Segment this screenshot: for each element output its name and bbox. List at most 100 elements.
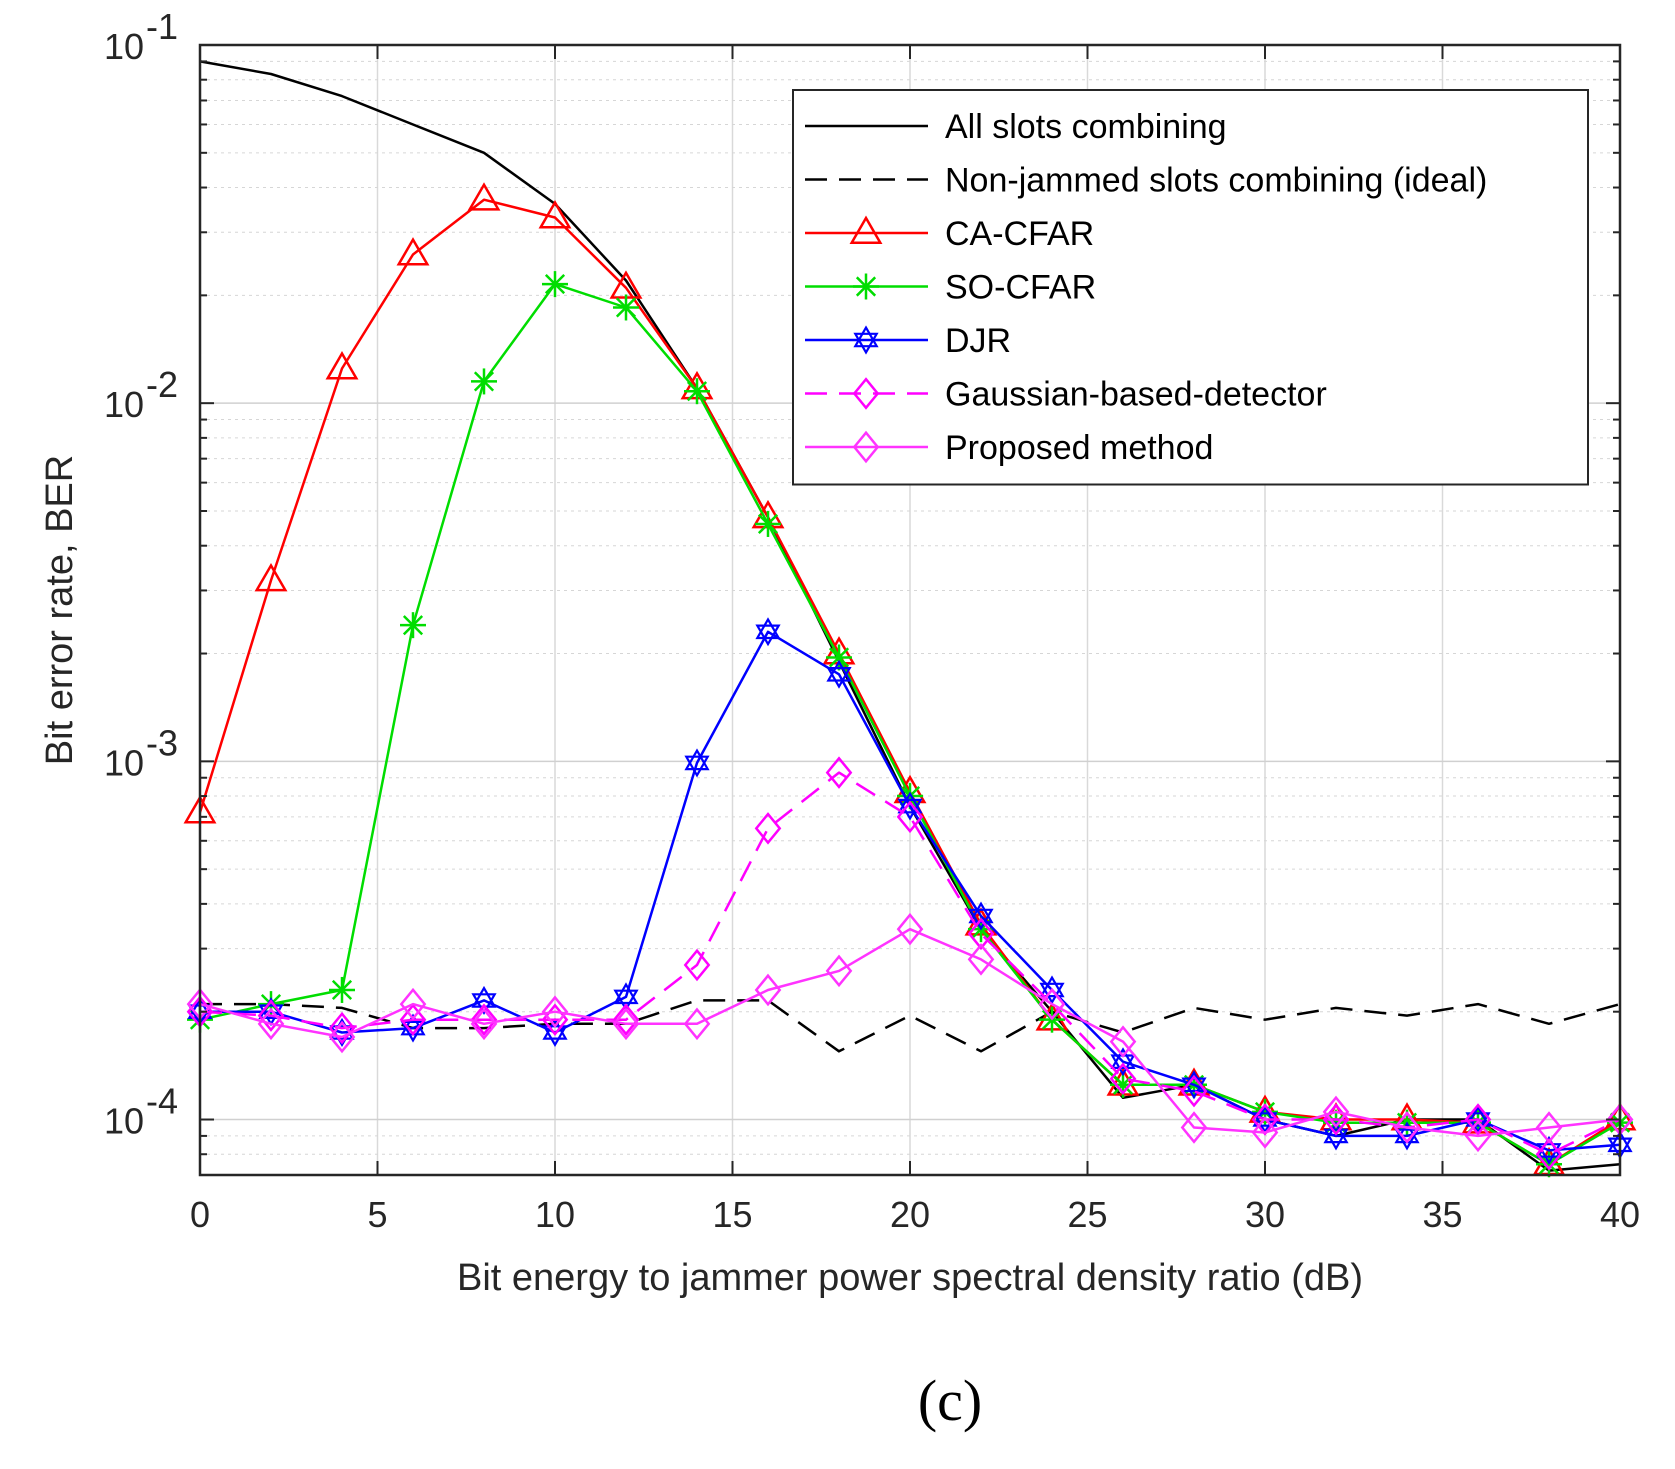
- diamond-marker: [612, 1003, 640, 1036]
- diamond-marker: [1180, 1074, 1208, 1108]
- diamond-marker: [852, 430, 880, 464]
- triangle-marker: [849, 215, 883, 244]
- diamond-marker: [328, 1020, 356, 1054]
- x-axis-label: Bit energy to jammer power spectral dens…: [457, 1257, 1363, 1299]
- hexagram-marker: [853, 325, 879, 355]
- legend-entry: Gaussian-based-detector: [805, 376, 1327, 414]
- diamond-marker: [683, 1007, 711, 1041]
- y-tick-base: 10: [104, 26, 144, 67]
- series-line: [199, 771, 1621, 1156]
- asterisk-marker: [400, 612, 426, 639]
- diamond-marker: [1464, 1103, 1492, 1136]
- y-tick-exponent: -2: [146, 364, 178, 405]
- diamond-marker: [825, 756, 853, 789]
- diamond-marker: [399, 1003, 427, 1036]
- x-tick-label: 20: [890, 1194, 930, 1235]
- diamond-marker: [754, 812, 782, 845]
- diamond-marker: [1464, 1119, 1492, 1153]
- hexagram-marker: [1323, 1121, 1349, 1151]
- diamond-marker: [257, 1007, 285, 1041]
- diamond-marker: [1322, 1095, 1350, 1129]
- diamond-marker: [399, 987, 427, 1021]
- diamond-marker: [1038, 987, 1066, 1021]
- diamond-marker: [1535, 1111, 1563, 1144]
- y-tick-base: 10: [104, 742, 144, 783]
- diamond-marker: [825, 954, 853, 988]
- hexagram-marker: [826, 659, 852, 689]
- asterisk-marker: [853, 273, 879, 300]
- triangle-marker: [325, 351, 359, 380]
- y-tick-exponent: -3: [146, 722, 178, 763]
- y-tick-exponent: -4: [146, 1081, 178, 1122]
- diamond-marker: [852, 377, 880, 410]
- asterisk-marker: [613, 294, 639, 321]
- asterisk-marker: [684, 378, 710, 405]
- diamond-marker: [896, 912, 924, 946]
- legend-entry: SO-CFAR: [805, 269, 1096, 307]
- series-proposed-method: [186, 912, 1634, 1153]
- series-line: [200, 999, 1621, 1053]
- figure-caption: (c): [918, 1368, 982, 1433]
- legend-entry: Proposed method: [805, 429, 1213, 467]
- diamond-marker: [896, 800, 924, 834]
- legend-label: Non-jammed slots combining (ideal): [945, 162, 1487, 200]
- legend-label: Gaussian-based-detector: [945, 376, 1327, 414]
- diamond-marker: [470, 1003, 498, 1036]
- diamond-marker: [1109, 1062, 1137, 1095]
- hexagram-marker: [755, 617, 781, 647]
- x-tick-label: 35: [1422, 1194, 1462, 1235]
- asterisk-marker: [329, 976, 355, 1003]
- y-tick-label: 10 -1: [104, 6, 178, 67]
- x-tick-label: 10: [535, 1194, 575, 1235]
- hexagram-marker: [1039, 975, 1065, 1005]
- x-tick-label: 0: [190, 1194, 210, 1235]
- diamond-marker: [612, 1007, 640, 1041]
- series-line: [199, 927, 1621, 1138]
- legend-label: Proposed method: [945, 429, 1213, 467]
- triangle-marker: [538, 200, 572, 229]
- y-tick-base: 10: [104, 1101, 144, 1142]
- y-tick-base: 10: [104, 384, 144, 425]
- asterisk-marker: [542, 271, 568, 298]
- y-tick-labels: 10-410-310-210-1: [104, 6, 178, 1142]
- x-tick-label: 5: [367, 1194, 387, 1235]
- legend-entry: Non-jammed slots combining (ideal): [805, 162, 1487, 200]
- triangle-marker: [467, 182, 501, 211]
- legend-entry: CA-CFAR: [805, 215, 1094, 253]
- diamond-marker: [328, 1011, 356, 1045]
- y-tick-label: 10 -4: [104, 1081, 178, 1142]
- diamond-marker: [1393, 1111, 1421, 1144]
- hexagram-marker: [1465, 1105, 1491, 1135]
- diamond-marker: [1251, 1116, 1279, 1149]
- hexagram-marker: [968, 901, 994, 931]
- asterisk-marker: [755, 510, 781, 537]
- triangle-marker: [396, 237, 430, 266]
- legend: All slots combining Non-jammed slots comb…: [792, 89, 1589, 486]
- diamond-marker: [257, 999, 285, 1032]
- y-tick-exponent: -1: [146, 6, 178, 47]
- hexagram-marker: [613, 982, 639, 1012]
- x-tick-label: 25: [1067, 1194, 1107, 1235]
- legend-label: All slots combining: [945, 108, 1227, 146]
- diamond-marker: [683, 948, 711, 982]
- legend-entry: DJR: [805, 322, 1011, 360]
- x-tick-label: 40: [1600, 1194, 1640, 1235]
- legend-entry: All slots combining: [805, 108, 1227, 146]
- diamond-marker: [967, 943, 995, 976]
- legend-label: SO-CFAR: [945, 269, 1096, 307]
- diamond-marker: [1180, 1111, 1208, 1144]
- x-tick-labels: 0 5 10 15 20 25 30 35 40: [190, 1194, 1640, 1235]
- asterisk-marker: [471, 368, 497, 395]
- triangle-marker: [254, 562, 288, 592]
- asterisk-marker: [826, 644, 852, 671]
- axis-ticks: [199, 45, 1621, 1176]
- legend-label: CA-CFAR: [945, 215, 1094, 253]
- y-tick-label: 10 -3: [104, 722, 178, 783]
- diamond-marker: [1251, 1103, 1279, 1136]
- diamond-marker: [470, 1007, 498, 1041]
- x-tick-label: 15: [712, 1194, 752, 1235]
- diamond-marker: [1109, 1025, 1137, 1058]
- x-tick-label: 30: [1245, 1194, 1285, 1235]
- diamond-marker: [1535, 1137, 1563, 1171]
